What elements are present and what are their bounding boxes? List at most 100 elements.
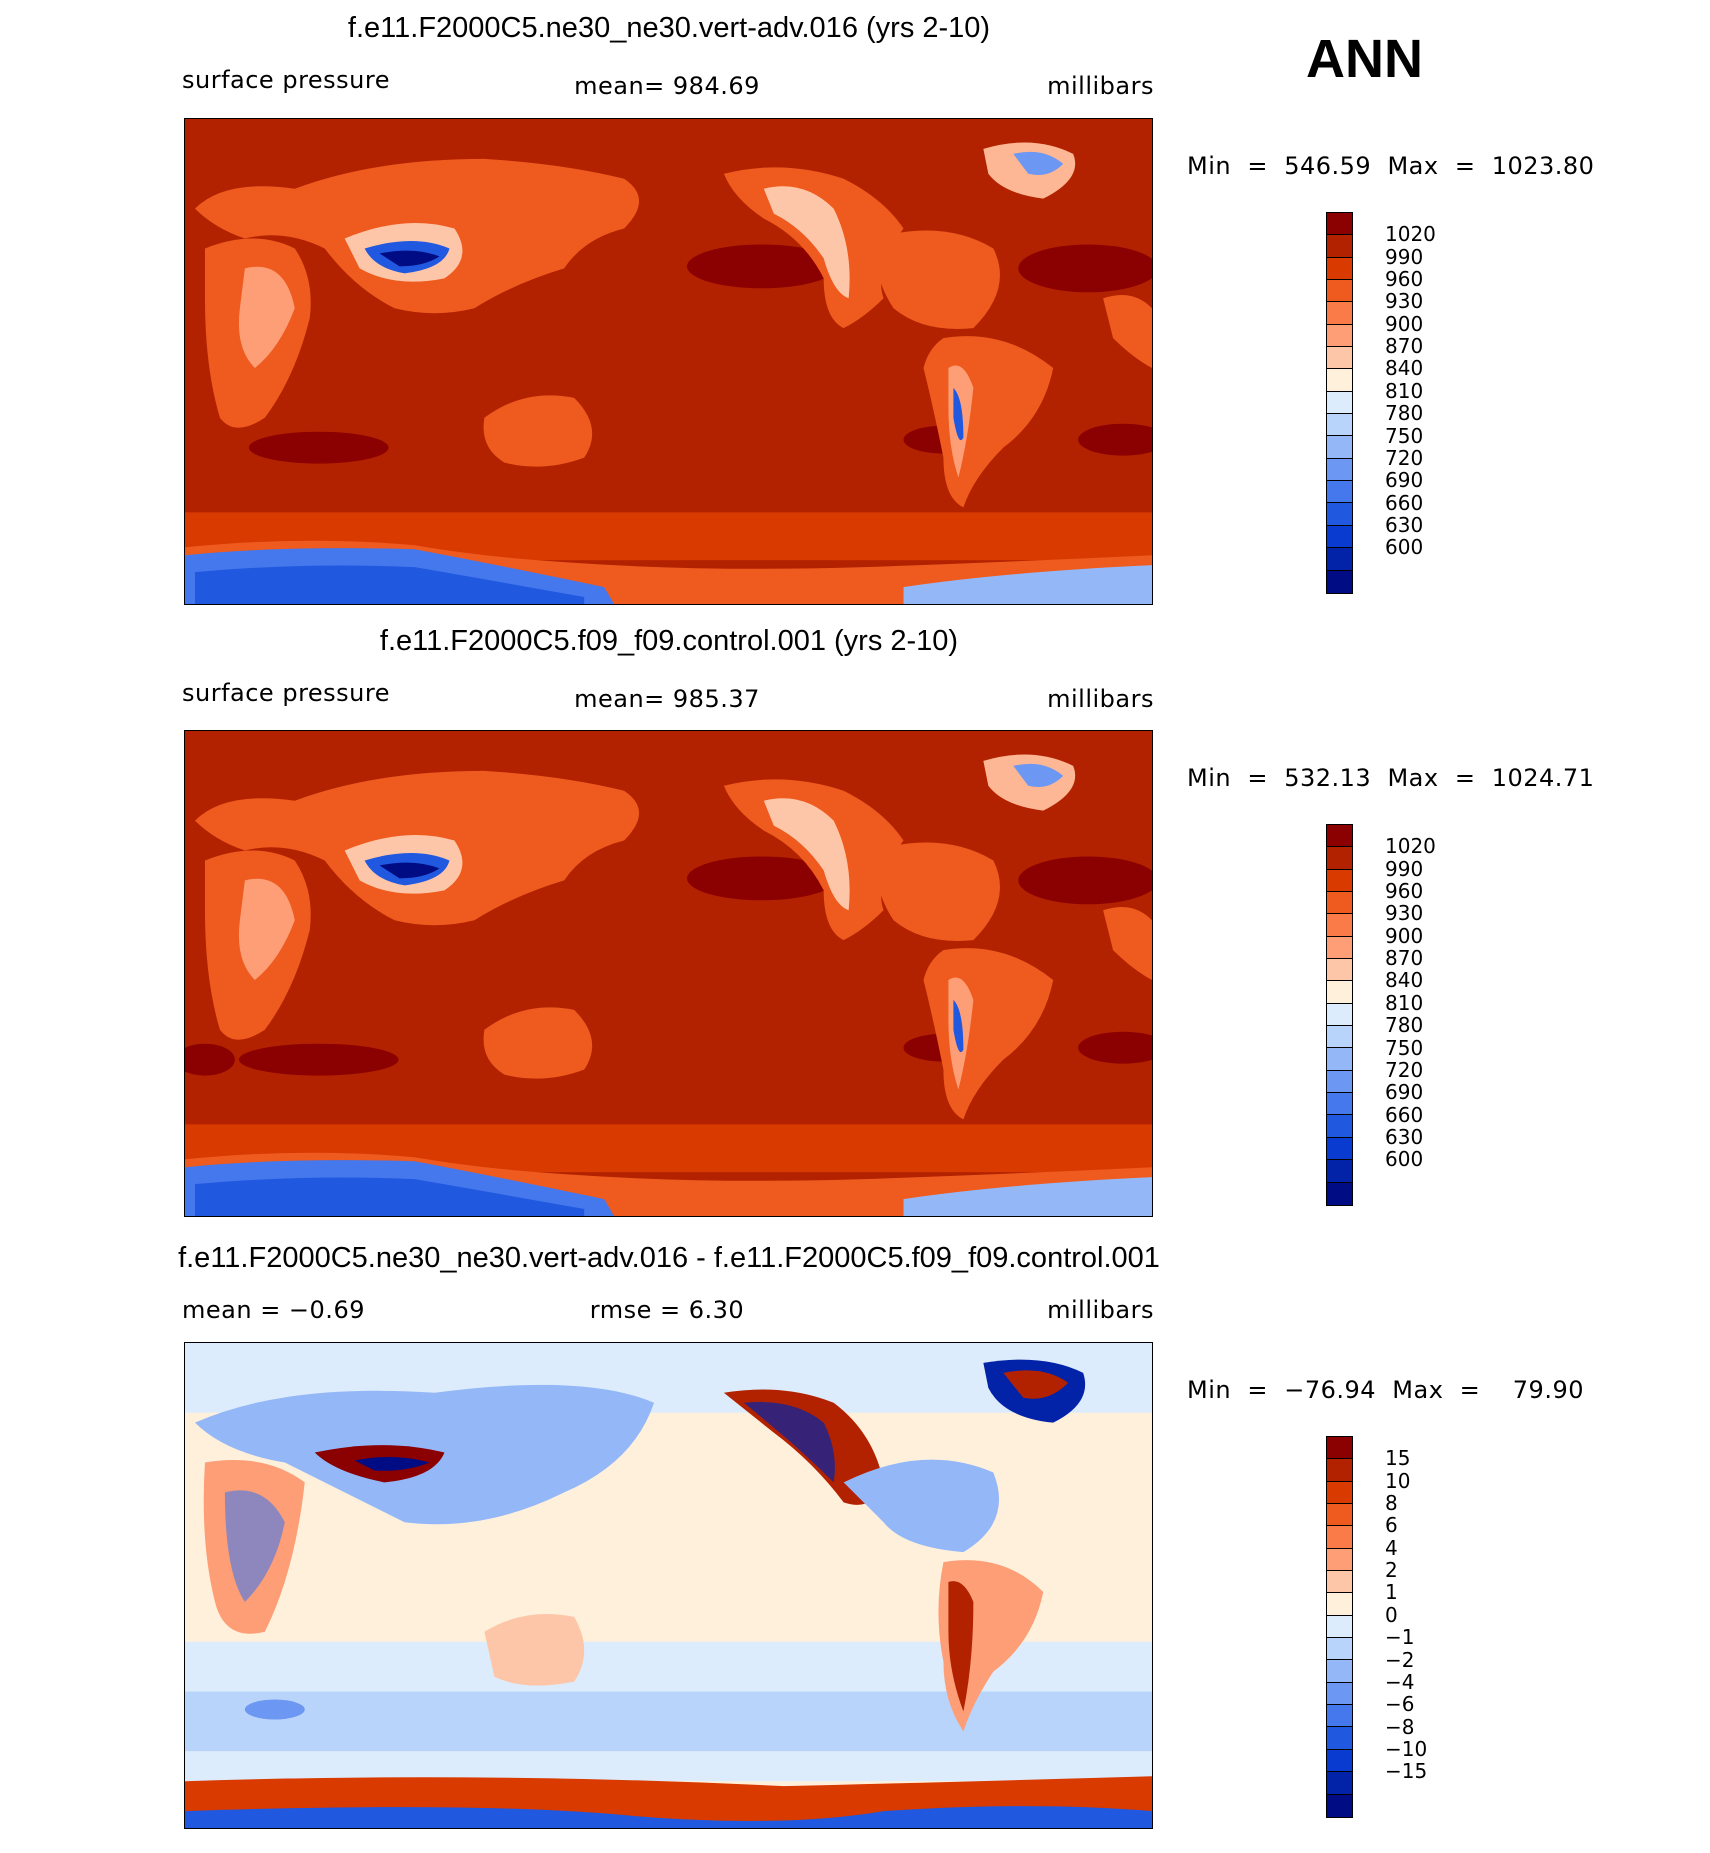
colorbar-tick-label: 960 bbox=[1385, 267, 1424, 292]
colorbar-swatch bbox=[1327, 1749, 1352, 1773]
colorbar-tick-label: 10 bbox=[1385, 1468, 1411, 1493]
colorbar-tick-label: 690 bbox=[1385, 1080, 1424, 1105]
panel-title-test: f.e11.F2000C5.ne30_ne30.vert-adv.016 (yr… bbox=[347, 12, 991, 44]
panel-left-label-test: surface pressure bbox=[182, 66, 390, 94]
colorbar-tick-label: 8 bbox=[1385, 1491, 1398, 1516]
colorbar-tick-label: 15 bbox=[1385, 1446, 1411, 1471]
panel-minmax-control: Min = 532.13 Max = 1024.71 bbox=[1187, 764, 1595, 792]
panel-units-label-test: millibars bbox=[1047, 72, 1154, 100]
colorbar-swatch bbox=[1327, 1682, 1352, 1706]
panel-rmse-label-difference: rmse = 6.30 bbox=[589, 1296, 745, 1324]
colorbar-swatch bbox=[1327, 1660, 1352, 1683]
colorbar-swatch bbox=[1327, 1705, 1352, 1728]
colorbar-swatch bbox=[1327, 1571, 1352, 1594]
colorbar-tick-label: 600 bbox=[1385, 535, 1424, 560]
colorbar-tick-label: −10 bbox=[1385, 1736, 1428, 1761]
colorbar-tick-label: −2 bbox=[1385, 1647, 1415, 1672]
colorbar-swatch bbox=[1327, 1772, 1352, 1795]
panel-mean-label-difference: mean = −0.69 bbox=[182, 1296, 365, 1324]
colorbar-swatch bbox=[1327, 1638, 1352, 1661]
colorbar-tick-label: 810 bbox=[1385, 990, 1424, 1015]
colorbar-tick-label: 780 bbox=[1385, 401, 1424, 426]
panel-title-difference: f.e11.F2000C5.ne30_ne30.vert-adv.016 - f… bbox=[178, 1242, 1160, 1274]
map-test-field bbox=[185, 119, 1152, 604]
colorbar-tick-label: 780 bbox=[1385, 1013, 1424, 1038]
colorbar-tick-label: 900 bbox=[1385, 311, 1424, 336]
colorbar-tick-label: 1020 bbox=[1385, 834, 1436, 859]
panel-mean-label-control: mean= 985.37 bbox=[574, 685, 760, 713]
colorbar-swatch bbox=[1327, 235, 1352, 258]
colorbar-tick-label: 660 bbox=[1385, 490, 1424, 515]
colorbar-tick-label: 0 bbox=[1385, 1602, 1398, 1627]
colorbar-tick-label: 630 bbox=[1385, 512, 1424, 537]
colorbar-tick-label: −6 bbox=[1385, 1692, 1415, 1717]
colorbar-swatch bbox=[1327, 1026, 1352, 1049]
colorbar-tick-label: 720 bbox=[1385, 1057, 1424, 1082]
colorbar-swatch bbox=[1327, 1794, 1352, 1817]
colorbar-tick-label: 930 bbox=[1385, 289, 1424, 314]
colorbar-swatch bbox=[1327, 525, 1352, 549]
colorbar-tick-label: 990 bbox=[1385, 244, 1424, 269]
map-test bbox=[184, 118, 1153, 605]
map-difference bbox=[184, 1342, 1153, 1829]
colorbar-swatch bbox=[1327, 869, 1352, 893]
colorbar-tick-label: −1 bbox=[1385, 1625, 1415, 1650]
panel-minmax-difference: Min = −76.94 Max = 79.90 bbox=[1187, 1376, 1584, 1404]
colorbar-swatch bbox=[1327, 458, 1352, 482]
colorbar-swatch bbox=[1327, 1160, 1352, 1183]
colorbar-tick-label: 660 bbox=[1385, 1102, 1424, 1127]
colorbar-tick-label: −4 bbox=[1385, 1669, 1415, 1694]
colorbar-swatch bbox=[1327, 1459, 1352, 1482]
colorbar-swatch bbox=[1327, 1593, 1352, 1616]
colorbar-tick-label: 750 bbox=[1385, 423, 1424, 448]
colorbar-swatch bbox=[1327, 1048, 1352, 1071]
colorbar-tick-label: 6 bbox=[1385, 1513, 1398, 1538]
colorbar-swatch bbox=[1327, 1093, 1352, 1116]
colorbar-tick-label: 900 bbox=[1385, 923, 1424, 948]
colorbar-tick-label: 1020 bbox=[1385, 222, 1436, 247]
colorbar-swatch bbox=[1327, 1548, 1352, 1572]
colorbar-swatch bbox=[1327, 347, 1352, 370]
colorbar-tick-label: 870 bbox=[1385, 334, 1424, 359]
colorbar-tick-label: 840 bbox=[1385, 356, 1424, 381]
colorbar-swatch bbox=[1327, 503, 1352, 526]
colorbar-swatch bbox=[1327, 414, 1352, 437]
map-control-field bbox=[185, 731, 1152, 1216]
colorbar-tick-label: 690 bbox=[1385, 468, 1424, 493]
colorbar-tick-label: 810 bbox=[1385, 378, 1424, 403]
colorbar-tick-label: −8 bbox=[1385, 1714, 1415, 1739]
colorbar-swatch bbox=[1327, 981, 1352, 1004]
colorbar-swatch bbox=[1327, 1437, 1352, 1460]
colorbar-tick-label: 2 bbox=[1385, 1558, 1398, 1583]
colorbar-swatch bbox=[1327, 1727, 1352, 1750]
colorbar-tick-label: 600 bbox=[1385, 1147, 1424, 1172]
map-control bbox=[184, 730, 1153, 1217]
colorbar-test bbox=[1326, 212, 1353, 594]
colorbar-swatch bbox=[1327, 914, 1352, 937]
colorbar-swatch bbox=[1327, 324, 1352, 348]
colorbar-tick-label: 720 bbox=[1385, 445, 1424, 470]
colorbar-tick-label: 630 bbox=[1385, 1124, 1424, 1149]
colorbar-swatch bbox=[1327, 280, 1352, 303]
colorbar-swatch bbox=[1327, 1481, 1352, 1505]
colorbar-swatch bbox=[1327, 1115, 1352, 1138]
colorbar-tick-label: 1 bbox=[1385, 1580, 1398, 1605]
colorbar-swatch bbox=[1327, 1504, 1352, 1527]
colorbar-swatch bbox=[1327, 959, 1352, 982]
colorbar-swatch bbox=[1327, 825, 1352, 848]
colorbar-swatch bbox=[1327, 1070, 1352, 1094]
colorbar-tick-label: 4 bbox=[1385, 1535, 1398, 1560]
panel-mean-label-test: mean= 984.69 bbox=[574, 72, 760, 100]
colorbar-tick-label: 960 bbox=[1385, 879, 1424, 904]
colorbar-swatch bbox=[1327, 548, 1352, 571]
colorbar-swatch bbox=[1327, 1526, 1352, 1549]
colorbar-swatch bbox=[1327, 1615, 1352, 1639]
colorbar-swatch bbox=[1327, 391, 1352, 415]
colorbar-swatch bbox=[1327, 936, 1352, 960]
colorbar-swatch bbox=[1327, 257, 1352, 281]
panel-left-label-control: surface pressure bbox=[182, 679, 390, 707]
colorbar-tick-label: 990 bbox=[1385, 856, 1424, 881]
colorbar-difference bbox=[1326, 1436, 1353, 1818]
map-difference-field bbox=[185, 1343, 1152, 1828]
colorbar-tick-label: −15 bbox=[1385, 1759, 1428, 1784]
